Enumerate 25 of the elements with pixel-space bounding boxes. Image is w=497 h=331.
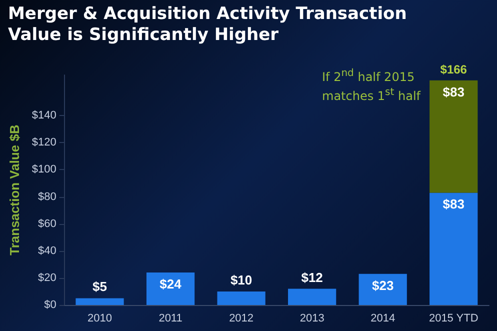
data-label: $23 (372, 278, 394, 293)
data-label: $12 (301, 270, 323, 285)
x-tick-label: 2010 (88, 312, 112, 324)
y-tick-label: $60 (38, 218, 56, 230)
x-tick-label: 2015 YTD (428, 312, 478, 324)
chart-title: Merger & Acquisition Activity Transaction Value is Significantly Higher (8, 4, 408, 46)
y-tick-label: $20 (38, 272, 56, 284)
annotation: If 2$^{nd}$ half 2015 matches 1$^{st}$ half (322, 67, 422, 104)
y-tick-label: $40 (38, 244, 56, 257)
x-tick-label: 2013 (300, 312, 324, 324)
y-tick-label: $0 (44, 299, 56, 311)
y-tick-label: $140 (32, 110, 56, 122)
y-tick-label: $80 (38, 190, 56, 203)
data-label: $5 (92, 279, 107, 294)
x-tick-label: 2011 (158, 312, 182, 324)
x-tick-label: 2014 (370, 312, 396, 324)
y-tick-label: $120 (32, 136, 56, 149)
y-tick-label: $100 (32, 164, 56, 176)
x-tick-label: 2012 (229, 312, 254, 324)
data-label: $10 (230, 272, 252, 288)
data-label: $83 (442, 196, 464, 212)
data-label: $83 (442, 84, 464, 100)
data-label: $24 (160, 276, 182, 292)
total-label: $166 (440, 62, 468, 76)
y-axis-title: Transaction Value $B (7, 124, 22, 256)
